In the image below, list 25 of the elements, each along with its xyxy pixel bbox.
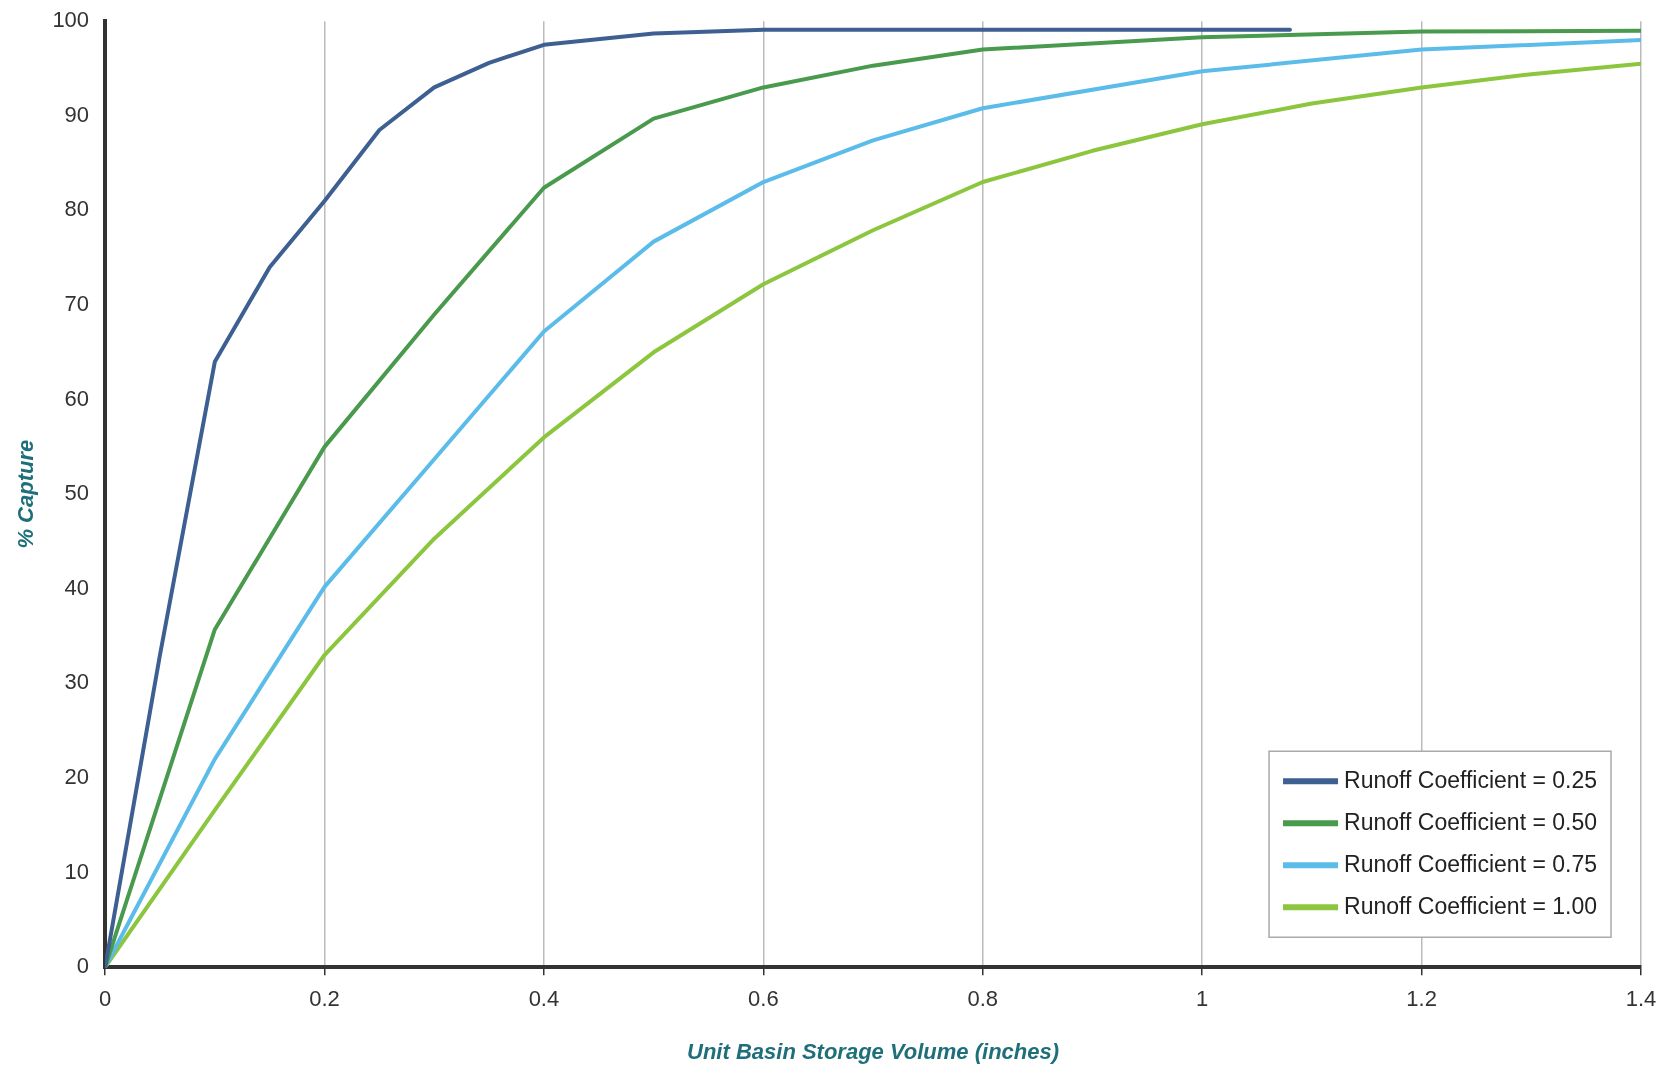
- y-tick-label: 100: [52, 7, 90, 33]
- y-tick-label: 70: [64, 291, 90, 317]
- y-tick-label: 30: [64, 669, 90, 695]
- legend-label: Runoff Coefficient = 0.50: [1344, 808, 1597, 835]
- y-tick-label: 40: [64, 574, 90, 600]
- x-tick-label: 0.8: [967, 986, 999, 1012]
- x-tick-label: 0.4: [528, 986, 560, 1012]
- x-tick-label: 1: [1196, 986, 1209, 1012]
- legend-label: Runoff Coefficient = 0.75: [1344, 850, 1597, 877]
- y-tick-label: 50: [64, 480, 90, 506]
- x-tick-label: 0.6: [748, 986, 779, 1012]
- x-tick-label: 0: [98, 986, 112, 1012]
- legend-label: Runoff Coefficient = 0.25: [1344, 766, 1597, 793]
- y-axis-title: % Capture: [13, 439, 39, 549]
- y-tick-label: 60: [64, 385, 90, 411]
- x-tick-label: 1.4: [1625, 986, 1657, 1012]
- y-tick-label: 10: [64, 858, 90, 884]
- y-tick-label: 80: [64, 196, 90, 222]
- x-tick-label: 0.2: [309, 986, 340, 1012]
- x-tick-label: 1.2: [1406, 986, 1437, 1012]
- y-tick-label: 20: [64, 764, 90, 790]
- y-tick-label: 0: [76, 953, 90, 979]
- x-axis-title: Unit Basin Storage Volume (inches): [687, 1038, 1060, 1064]
- legend-label: Runoff Coefficient = 1.00: [1344, 892, 1597, 919]
- y-tick-label: 90: [64, 101, 90, 127]
